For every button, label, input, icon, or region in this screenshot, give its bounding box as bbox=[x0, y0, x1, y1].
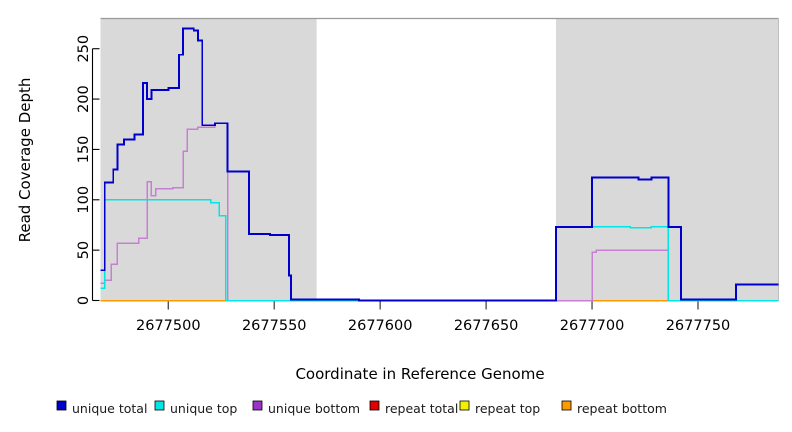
y-axis-tick-label: 50 bbox=[76, 241, 92, 259]
y-axis-tick-label: 200 bbox=[76, 85, 92, 113]
series-lines bbox=[100, 27, 779, 302]
plot-border bbox=[100, 17, 779, 301]
x-axis-tick-label: 2677650 bbox=[454, 318, 519, 334]
y-axis-title: Read Coverage Depth bbox=[16, 78, 34, 243]
x-axis-tick-label: 2677750 bbox=[666, 318, 731, 334]
shaded-region bbox=[556, 18, 779, 301]
y-axis-tick-label: 0 bbox=[76, 296, 92, 305]
legend-label: unique bottom bbox=[268, 401, 360, 416]
legend-label: unique top bbox=[170, 401, 237, 416]
x-axis-tick-label: 2677700 bbox=[560, 318, 625, 334]
legend-swatch bbox=[561, 400, 572, 411]
x-axis-tick-label: 2677600 bbox=[348, 318, 413, 334]
legend-swatch bbox=[252, 400, 263, 411]
legend-swatch bbox=[459, 400, 470, 411]
series-line-unique-bottom bbox=[100, 122, 779, 302]
y-axis-tick-label: 100 bbox=[76, 186, 92, 214]
chart-legend: unique total unique top unique bottom repea… bbox=[56, 400, 667, 416]
legend-label: repeat bottom bbox=[577, 401, 667, 416]
legend-label: repeat total bbox=[385, 401, 458, 416]
axes: 0 50 100 150 200 250 2677500 2677550 2677600 2677… bbox=[16, 35, 730, 383]
y-axis-tick-label: 250 bbox=[76, 35, 92, 63]
x-axis-tick-label: 2677550 bbox=[242, 318, 307, 334]
x-axis-title: Coordinate in Reference Genome bbox=[295, 365, 544, 383]
shaded-regions bbox=[100, 18, 779, 301]
legend-swatch bbox=[56, 400, 67, 411]
legend-swatch bbox=[369, 400, 380, 411]
series-line-unique-total bbox=[100, 27, 779, 302]
shaded-region bbox=[100, 18, 317, 301]
x-axis-tick-label: 2677500 bbox=[136, 318, 201, 334]
legend-swatch bbox=[154, 400, 165, 411]
y-axis-tick-label: 150 bbox=[76, 136, 92, 164]
legend-label: repeat top bbox=[475, 401, 540, 416]
legend-label: unique total bbox=[72, 401, 147, 416]
